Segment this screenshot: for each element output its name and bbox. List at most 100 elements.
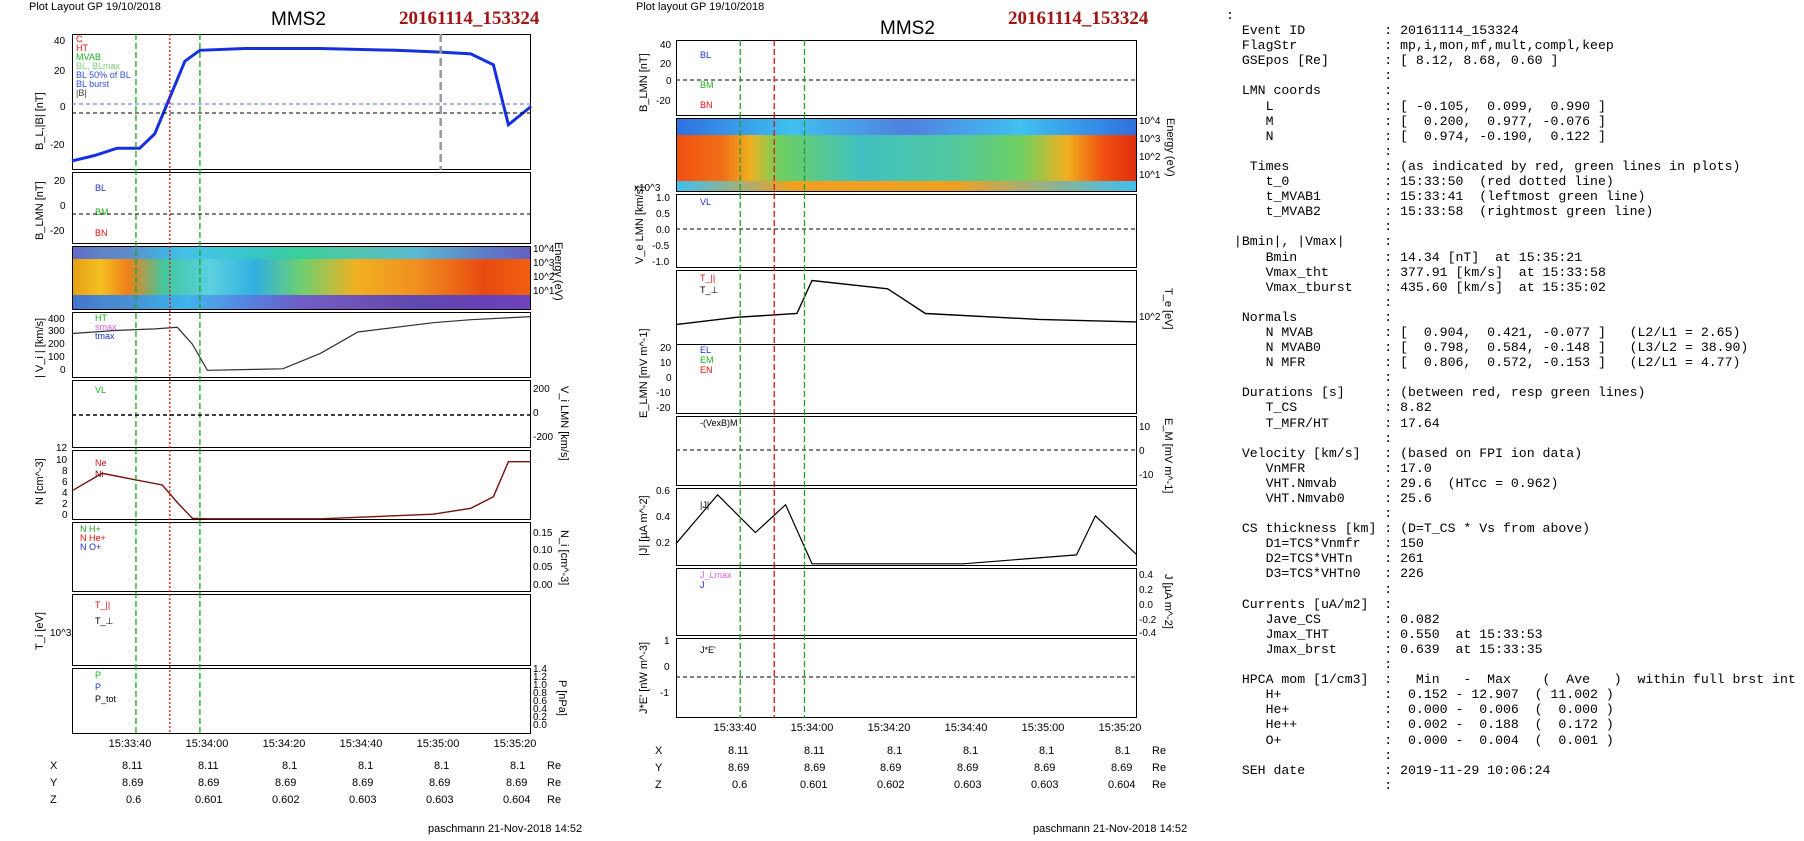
ytick: 4 bbox=[62, 488, 68, 499]
ytick: 300 bbox=[48, 326, 65, 337]
ytick: 20 bbox=[660, 59, 672, 70]
legend-item: EL bbox=[700, 345, 712, 355]
eph-unit: Re bbox=[1152, 779, 1167, 791]
legend-item: J bbox=[700, 580, 705, 590]
ytick-right: 10 bbox=[1139, 422, 1151, 433]
ytick: 0.6 bbox=[656, 486, 670, 497]
info-line: VHT.Nmvab0 : 25.6 bbox=[1226, 491, 1432, 506]
ytick: 100 bbox=[48, 352, 65, 363]
ytick-scale: x10^3 bbox=[634, 183, 661, 194]
plot2-panel-j bbox=[676, 488, 1137, 566]
ytick: -10 bbox=[656, 388, 671, 399]
series-line-ni bbox=[71, 461, 531, 520]
ytick: 0.4 bbox=[656, 512, 670, 523]
plot2-footer: paschmann 21-Nov-2018 14:52 bbox=[1033, 823, 1188, 835]
legend-item: BL, BLmax bbox=[76, 61, 121, 71]
info-line: : bbox=[1226, 68, 1393, 84]
ytick-right: 1.2 bbox=[533, 672, 547, 683]
info-line: t_MVAB2 : 15:33:58 (rightmost green line… bbox=[1226, 204, 1654, 220]
ytick: 0 bbox=[60, 102, 66, 113]
ytick-right: 0 bbox=[533, 408, 539, 419]
info-line: Velocity [km/s] : (based on FPI ion data… bbox=[1226, 445, 1583, 461]
info-line: FlagStr : mp,i,mon,mf,mult,compl,keep bbox=[1226, 38, 1614, 54]
info-line: Durations [s] : (between red, resp green… bbox=[1226, 385, 1646, 401]
ytick-right: 0.4 bbox=[1139, 570, 1153, 581]
eph-val: 8.1 bbox=[434, 760, 450, 772]
plot1-panel-vi bbox=[72, 312, 531, 378]
ytick: 0 bbox=[62, 510, 68, 521]
ytick-right: 0.00 bbox=[533, 580, 553, 591]
legend-item: T_|| bbox=[95, 600, 111, 610]
info-line: : bbox=[1226, 8, 1234, 23]
ytick: 10 bbox=[660, 358, 672, 369]
eph-val: 8.69 bbox=[1111, 762, 1133, 774]
ytick: 20 bbox=[660, 343, 672, 354]
info-line: N MVAB : [ 0.904, 0.421, -0.077 ] (L2/L1… bbox=[1226, 324, 1741, 340]
eph-val: 0.603 bbox=[954, 779, 982, 791]
ytick: -0.5 bbox=[652, 241, 670, 252]
ytick: 0.0 bbox=[656, 225, 670, 236]
eph-val: 8.1 bbox=[887, 745, 903, 757]
info-line: D2=TCS*VHTn : 261 bbox=[1226, 551, 1424, 567]
plot1-panel-blmn bbox=[72, 172, 531, 244]
ytick-right: 10^3 bbox=[533, 258, 555, 269]
eph-val: 0.601 bbox=[800, 779, 828, 791]
info-line: Jave_CS : 0.082 bbox=[1226, 611, 1440, 627]
eph-val: 8.11 bbox=[198, 760, 219, 772]
ytick-right: 0.2 bbox=[1139, 585, 1153, 596]
info-line: |Bmin|, |Vmax| : bbox=[1226, 234, 1393, 250]
ytick-right: 200 bbox=[533, 384, 550, 395]
ytick: 1.0 bbox=[656, 193, 670, 204]
legend-item: Ne bbox=[95, 458, 107, 468]
legend-item: BM bbox=[700, 80, 714, 90]
legend-item: VL bbox=[95, 385, 107, 395]
info-line: D3=TCS*VHTn0 : 226 bbox=[1226, 566, 1424, 582]
eph-unit: Re bbox=[1152, 762, 1167, 774]
info-line: SEH date : 2019-11-29 10:06:24 bbox=[1226, 762, 1551, 778]
eph-label: X bbox=[50, 760, 58, 772]
info-line: : bbox=[1226, 294, 1393, 310]
legend-item: BL bbox=[95, 183, 107, 193]
ytick-right: 0.10 bbox=[533, 545, 553, 556]
ytick: 0.2 bbox=[656, 538, 670, 549]
info-line: VnMFR : 17.0 bbox=[1226, 460, 1432, 476]
ytick-right: 0.0 bbox=[533, 720, 547, 731]
ytick-right: 0.6 bbox=[533, 696, 547, 707]
legend-item: -(VexB)M bbox=[700, 418, 738, 428]
ytick-right: 0.8 bbox=[533, 688, 547, 699]
ytick-right: 10^2 bbox=[1139, 152, 1161, 163]
info-line: CS thickness [km] : (D=T_CS * Vs from ab… bbox=[1226, 521, 1591, 537]
series-line-bl-burst bbox=[71, 47, 532, 163]
ytick: -20 bbox=[50, 140, 65, 151]
legend-item: MVAB bbox=[76, 52, 101, 62]
xtick: 15:33:40 bbox=[713, 722, 757, 734]
eph-val: 8.1 bbox=[1039, 745, 1055, 757]
info-line: VHT.Nmvab : 29.6 (HTcc = 0.962) bbox=[1226, 475, 1559, 491]
eph-val: 0.601 bbox=[195, 794, 223, 806]
plot1-event-id: 20161114_153324 bbox=[399, 8, 540, 29]
ytick: 2 bbox=[62, 499, 68, 510]
eph-val: 0.604 bbox=[503, 794, 531, 806]
xtick: 15:34:20 bbox=[262, 738, 306, 750]
eph-val: 8.69 bbox=[352, 777, 374, 789]
ytick: -20 bbox=[50, 226, 65, 237]
ytick: 0 bbox=[664, 662, 670, 673]
legend-item: BL bbox=[700, 50, 712, 60]
plot2-panel-jlmn bbox=[676, 568, 1137, 636]
info-line: Vmax_tht : 377.91 [km/s] at 15:33:58 bbox=[1226, 264, 1606, 280]
eph-val: 0.602 bbox=[877, 779, 905, 791]
xtick: 15:35:20 bbox=[1098, 722, 1142, 734]
eph-val: 8.69 bbox=[880, 762, 902, 774]
legend-item: BN bbox=[95, 228, 108, 238]
series-line-t-e bbox=[675, 279, 1138, 326]
eph-val: 8.11 bbox=[804, 745, 825, 757]
info-line: T_CS : 8.82 bbox=[1226, 400, 1432, 416]
info-line: O+ : 0.000 - 0.004 ( 0.001 ) bbox=[1226, 732, 1614, 748]
info-line: N MVAB0 : [ 0.798, 0.584, -0.148 ] (L3/L… bbox=[1226, 340, 1749, 356]
eph-val: 0.603 bbox=[426, 794, 454, 806]
eph-val: 8.1 bbox=[963, 745, 979, 757]
legend-item: P bbox=[95, 682, 102, 692]
plot2-panel-blmn bbox=[676, 40, 1137, 116]
ytick: 10^3 bbox=[50, 628, 72, 639]
